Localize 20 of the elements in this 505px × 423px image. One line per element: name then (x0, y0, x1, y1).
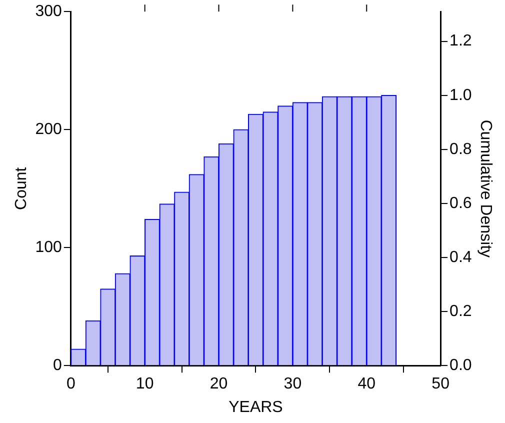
y-tick-label: 300 (35, 3, 62, 20)
y2-tick-label: 1.0 (450, 86, 472, 104)
y2-tick-label: 0.0 (450, 357, 472, 374)
x-axis-title: YEARS (228, 398, 283, 416)
x-tick-label: 20 (210, 376, 228, 393)
y2-tick-label: 0.6 (450, 194, 472, 212)
y2-tick-label: 1.2 (450, 32, 472, 50)
y2-tick-label: 0.2 (450, 302, 472, 320)
y-tick-label: 0 (52, 357, 62, 374)
y2-axis-title: Cumulative Density (476, 120, 494, 258)
y-tick-label: 200 (35, 121, 62, 138)
y-tick-label: 100 (35, 239, 62, 256)
y2-tick-label: 0.8 (450, 140, 472, 158)
y-axis-title: Count (13, 166, 30, 210)
x-tick-label: 0 (66, 376, 76, 393)
x-tick-label: 10 (136, 376, 154, 393)
x-tick-label: 50 (432, 376, 450, 393)
x-tick-label: 30 (284, 376, 302, 393)
x-tick-label: 40 (358, 376, 376, 393)
y2-tick-label: 0.4 (450, 248, 472, 266)
